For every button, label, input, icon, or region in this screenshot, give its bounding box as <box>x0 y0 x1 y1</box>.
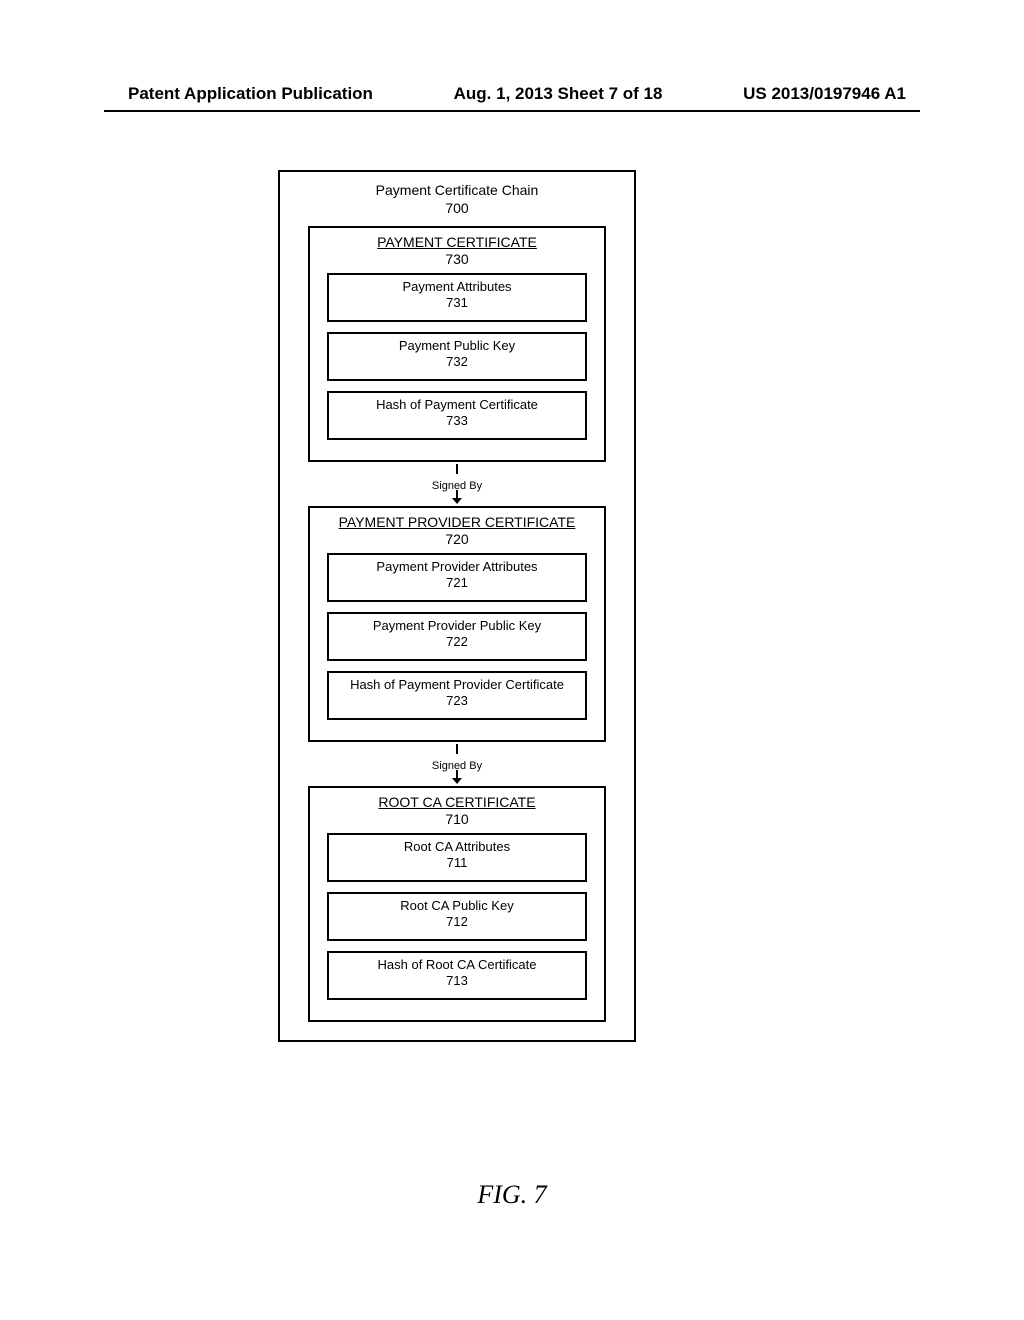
signed-by-arrow: Signed By <box>357 744 557 784</box>
item-number: 711 <box>331 855 583 870</box>
item-label: Payment Attributes <box>331 279 583 294</box>
root-ca-certificate-box: ROOT CA CERTIFICATE 710 Root CA Attribut… <box>308 786 606 1022</box>
arrow-down-icon <box>449 770 465 784</box>
item-number: 722 <box>331 634 583 649</box>
root-hash-box: Hash of Root CA Certificate 713 <box>327 951 587 1000</box>
figure-caption: FIG. 7 <box>0 1180 1024 1210</box>
arrow-down-icon <box>449 490 465 504</box>
signed-by-arrow: Signed By <box>357 464 557 504</box>
cert-title: ROOT CA CERTIFICATE <box>310 794 604 810</box>
payment-public-key-box: Payment Public Key 732 <box>327 332 587 381</box>
arrow-down-icon <box>449 744 465 758</box>
item-label: Root CA Attributes <box>331 839 583 854</box>
certificate-chain-box: Payment Certificate Chain 700 PAYMENT CE… <box>278 170 636 1042</box>
payment-attributes-box: Payment Attributes 731 <box>327 273 587 322</box>
header-rule <box>104 110 920 112</box>
item-label: Hash of Payment Certificate <box>331 397 583 412</box>
item-label: Payment Public Key <box>331 338 583 353</box>
item-number: 732 <box>331 354 583 369</box>
provider-hash-box: Hash of Payment Provider Certificate 723 <box>327 671 587 720</box>
item-number: 731 <box>331 295 583 310</box>
root-attributes-box: Root CA Attributes 711 <box>327 833 587 882</box>
page-header: Patent Application Publication Aug. 1, 2… <box>0 84 1024 104</box>
item-number: 713 <box>331 973 583 988</box>
item-number: 733 <box>331 413 583 428</box>
item-label: Payment Provider Attributes <box>331 559 583 574</box>
root-public-key-box: Root CA Public Key 712 <box>327 892 587 941</box>
item-number: 723 <box>331 693 583 708</box>
header-center: Aug. 1, 2013 Sheet 7 of 18 <box>454 84 663 104</box>
cert-title: PAYMENT CERTIFICATE <box>310 234 604 250</box>
chain-title: Payment Certificate Chain <box>280 182 634 198</box>
item-label: Hash of Root CA Certificate <box>331 957 583 972</box>
cert-number: 720 <box>310 531 604 547</box>
cert-number: 710 <box>310 811 604 827</box>
arrow-down-icon <box>449 464 465 478</box>
payment-provider-certificate-box: PAYMENT PROVIDER CERTIFICATE 720 Payment… <box>308 506 606 742</box>
header-right: US 2013/0197946 A1 <box>743 84 906 104</box>
cert-title: PAYMENT PROVIDER CERTIFICATE <box>310 514 604 530</box>
item-label: Hash of Payment Provider Certificate <box>331 677 583 692</box>
item-label: Payment Provider Public Key <box>331 618 583 633</box>
item-number: 712 <box>331 914 583 929</box>
provider-attributes-box: Payment Provider Attributes 721 <box>327 553 587 602</box>
payment-hash-box: Hash of Payment Certificate 733 <box>327 391 587 440</box>
payment-certificate-box: PAYMENT CERTIFICATE 730 Payment Attribut… <box>308 226 606 462</box>
item-number: 721 <box>331 575 583 590</box>
chain-number: 700 <box>280 200 634 216</box>
header-left: Patent Application Publication <box>128 84 373 104</box>
cert-number: 730 <box>310 251 604 267</box>
item-label: Root CA Public Key <box>331 898 583 913</box>
provider-public-key-box: Payment Provider Public Key 722 <box>327 612 587 661</box>
